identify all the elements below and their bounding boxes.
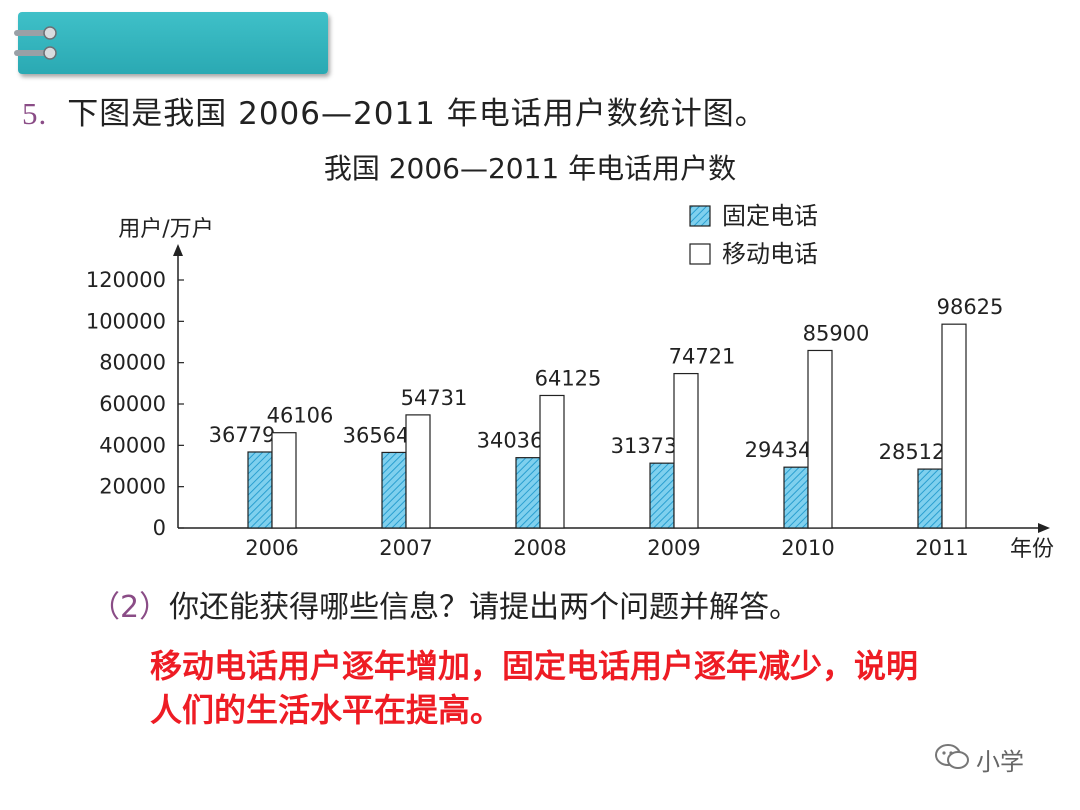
y-tick-label: 100000 <box>86 309 166 333</box>
legend-swatch-fixed <box>689 205 711 227</box>
bar-mobile-phone <box>941 323 967 529</box>
y-ticks: 0 20000 40000 60000 80000 100000 120000 <box>86 268 184 540</box>
x-tick-label: 2007 <box>379 536 432 560</box>
bar-mobile-phone <box>271 432 297 529</box>
data-label: 64125 <box>535 366 602 390</box>
y-tick-label: 0 <box>153 516 166 540</box>
data-label: 34036 <box>477 429 544 453</box>
legend-label: 移动电话 <box>722 240 818 268</box>
x-tick-label: 2008 <box>513 536 566 560</box>
data-label: 46106 <box>267 404 334 428</box>
sub-question-text: （2）你还能获得哪些信息？请提出两个问题并解答。 <box>90 582 799 626</box>
data-label: 98625 <box>937 295 1004 319</box>
bar-chart: 我国 2006—2011 年电话用户数 用户/万户 年份 0 20000 40000… <box>86 152 1054 562</box>
bar-fixed-phone <box>649 462 675 529</box>
bar-mobile-phone <box>673 372 699 529</box>
y-axis-arrow <box>173 244 183 256</box>
axes <box>173 244 1050 533</box>
data-label: 85900 <box>803 321 870 345</box>
sub-question-body: 你还能获得哪些信息？请提出两个问题并解答。 <box>169 590 800 625</box>
y-tick-label: 120000 <box>86 268 166 292</box>
data-label: 36779 <box>209 423 276 447</box>
x-axis-label: 年份 <box>1010 537 1054 562</box>
data-label: 29434 <box>745 438 812 462</box>
y-axis-label: 用户/万户 <box>118 217 213 242</box>
data-label: 36564 <box>343 423 410 447</box>
question-text: 5. 下图是我国 2006—2011 年电话用户数统计图。 <box>22 88 767 133</box>
bar-mobile-phone <box>539 394 565 529</box>
y-tick-label: 40000 <box>99 433 166 457</box>
answer-text: 移动电话用户逐年增加，固定电话用户逐年减少，说明人们的生活水平在提高。 <box>150 647 919 729</box>
bar-fixed-phone <box>783 466 809 529</box>
binder-ring-icon <box>14 46 60 60</box>
legend-label: 固定电话 <box>722 202 818 230</box>
bar-fixed-phone <box>381 451 407 529</box>
data-label: 31373 <box>611 434 678 458</box>
y-tick-label: 20000 <box>99 475 166 499</box>
x-tick-label: 2010 <box>781 536 834 560</box>
watermark-text: 小学 <box>976 748 1024 776</box>
watermark: 小学 <box>934 742 1024 777</box>
y-tick-label: 60000 <box>99 392 166 416</box>
bar-mobile-phone <box>405 414 431 529</box>
question-number: 5. <box>22 96 48 131</box>
y-tick-label: 80000 <box>99 351 166 375</box>
x-axis-arrow <box>1038 523 1050 533</box>
x-tick-label: 2011 <box>915 536 968 560</box>
binder-ring-icon <box>14 26 60 40</box>
sub-question-number: （2） <box>90 590 170 625</box>
x-ticks: 2006 2007 2008 2009 2010 2011 <box>245 536 968 560</box>
data-label: 74721 <box>669 345 736 369</box>
bar-fixed-phone <box>917 468 943 529</box>
chart-title: 我国 2006—2011 年电话用户数 <box>324 152 736 185</box>
data-label: 28512 <box>879 440 946 464</box>
bar-fixed-phone <box>515 457 541 529</box>
data-label: 54731 <box>401 386 468 410</box>
x-tick-label: 2006 <box>245 536 298 560</box>
header-banner <box>14 12 328 74</box>
legend-swatch-mobile <box>689 243 711 265</box>
bar-mobile-phone <box>807 349 833 529</box>
bar-fixed-phone <box>247 451 273 529</box>
question-body: 下图是我国 2006—2011 年电话用户数统计图。 <box>67 96 767 132</box>
wechat-icon <box>934 743 970 777</box>
x-tick-label: 2009 <box>647 536 700 560</box>
